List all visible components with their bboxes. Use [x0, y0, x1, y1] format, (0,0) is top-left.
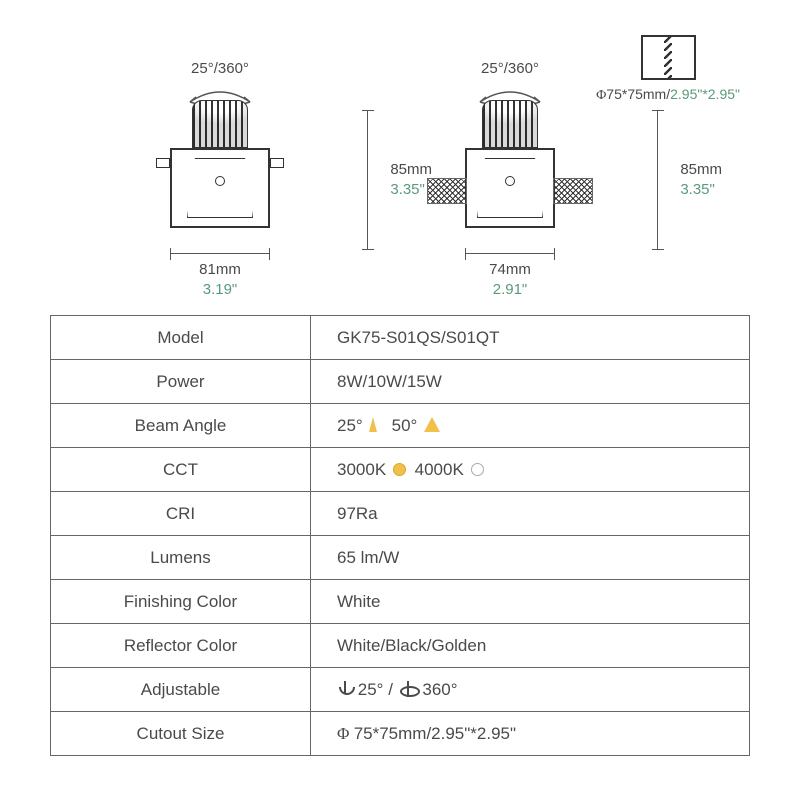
tilt-angle: 25° [358, 680, 384, 699]
height-mm: 85mm [680, 160, 722, 180]
rotate-angle: 360° [422, 680, 457, 699]
mount-tab-left [156, 158, 170, 168]
spec-table: Model GK75-S01QS/S01QT Power 8W/10W/15W … [50, 315, 750, 756]
spec-label: Adjustable [51, 668, 311, 712]
table-row: Model GK75-S01QS/S01QT [51, 316, 750, 360]
height-mm: 85mm [390, 160, 432, 180]
mount-tab-right [270, 158, 284, 168]
spec-label: Model [51, 316, 311, 360]
phi-symbol: Φ [596, 88, 606, 103]
spec-label: CCT [51, 448, 311, 492]
spec-value: 65 lm/W [311, 536, 750, 580]
spec-value-cct: 3000K 4000K [311, 448, 750, 492]
beam-angle-1: 25° [337, 416, 363, 435]
spec-label: Cutout Size [51, 712, 311, 756]
cutout-badge: Φ75*75mm/2.95"*2.95" [596, 35, 740, 104]
width-mm: 81mm [199, 260, 241, 280]
table-row: Reflector Color White/Black/Golden [51, 624, 750, 668]
spec-label: CRI [51, 492, 311, 536]
width-mm: 74mm [489, 260, 531, 280]
cutout-hole-icon [641, 35, 696, 80]
plaster-mesh-right [553, 178, 593, 204]
height-in: 3.35" [390, 180, 432, 200]
cutout-value: 75*75mm/2.95"*2.95" [354, 724, 516, 743]
separator: / [388, 680, 397, 699]
diagram-section: Φ75*75mm/2.95"*2.95" 25°/360° 85mm 3.35" [50, 30, 750, 305]
cct-dot-4000k [471, 463, 484, 476]
width-dim-line [170, 253, 270, 254]
cct-2: 4000K [415, 460, 464, 479]
plaster-mesh-left [427, 178, 467, 204]
spec-label: Lumens [51, 536, 311, 580]
led-dot [505, 176, 515, 186]
led-dot [215, 176, 225, 186]
table-row: Beam Angle 25° 50° [51, 404, 750, 448]
spec-label: Reflector Color [51, 624, 311, 668]
spec-value-cutout: Φ 75*75mm/2.95"*2.95" [311, 712, 750, 756]
table-row: Adjustable 25° / 360° [51, 668, 750, 712]
spec-value-adjustable: 25° / 360° [311, 668, 750, 712]
height-in: 3.35" [680, 180, 722, 200]
spec-value: White [311, 580, 750, 624]
spec-value: 97Ra [311, 492, 750, 536]
height-dim-line [367, 110, 368, 250]
spec-value: White/Black/Golden [311, 624, 750, 668]
width-in: 2.91" [489, 280, 531, 300]
spec-value: GK75-S01QS/S01QT [311, 316, 750, 360]
height-dim-line [657, 110, 658, 250]
spec-value-beam: 25° 50° [311, 404, 750, 448]
housing [170, 148, 270, 228]
tilt-icon [337, 681, 353, 697]
spec-label: Finishing Color [51, 580, 311, 624]
table-row: Cutout Size Φ 75*75mm/2.95"*2.95" [51, 712, 750, 756]
table-row: Finishing Color White [51, 580, 750, 624]
reflector [187, 158, 253, 218]
width-dim-line [465, 253, 555, 254]
cct-dot-3000k [393, 463, 406, 476]
spec-value: 8W/10W/15W [311, 360, 750, 404]
beam-angle-2: 50° [392, 416, 418, 435]
table-row: Power 8W/10W/15W [51, 360, 750, 404]
rotate-icon [398, 682, 418, 696]
cutout-in: 2.95"*2.95" [670, 86, 740, 102]
fixture-drawing [160, 100, 280, 250]
beam-cone-icon [424, 417, 440, 432]
reflector [477, 158, 543, 218]
angle-label: 25°/360° [191, 60, 249, 77]
table-row: Lumens 65 lm/W [51, 536, 750, 580]
width-dim-label: 74mm 2.91" [489, 260, 531, 299]
spec-label: Power [51, 360, 311, 404]
cutout-mm: 75*75mm [606, 86, 666, 102]
beam-cone-icon [369, 417, 377, 432]
height-dim-label: 85mm 3.35" [680, 160, 722, 199]
cutout-dimension-label: Φ75*75mm/2.95"*2.95" [596, 86, 740, 104]
table-row: CCT 3000K 4000K [51, 448, 750, 492]
table-row: CRI 97Ra [51, 492, 750, 536]
heatsink-icon [192, 100, 248, 148]
heatsink-icon [482, 100, 538, 148]
width-in: 3.19" [199, 280, 241, 300]
height-dim-label: 85mm 3.35" [390, 160, 432, 199]
width-dim-label: 81mm 3.19" [199, 260, 241, 299]
housing [465, 148, 555, 228]
angle-label: 25°/360° [481, 60, 539, 77]
cct-1: 3000K [337, 460, 386, 479]
spec-label: Beam Angle [51, 404, 311, 448]
fixture-drawing [450, 100, 570, 250]
phi-symbol: Φ [337, 724, 354, 743]
spec-table-body: Model GK75-S01QS/S01QT Power 8W/10W/15W … [51, 316, 750, 756]
